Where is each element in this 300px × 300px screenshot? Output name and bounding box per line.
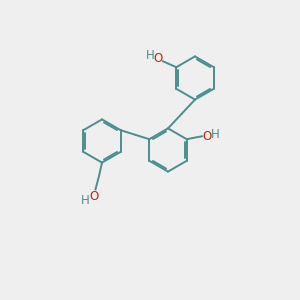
Text: O: O [202,130,212,143]
Text: H: H [211,128,219,141]
Text: H: H [80,194,89,208]
Text: O: O [153,52,163,65]
Text: H: H [146,49,154,62]
Text: O: O [89,190,98,203]
